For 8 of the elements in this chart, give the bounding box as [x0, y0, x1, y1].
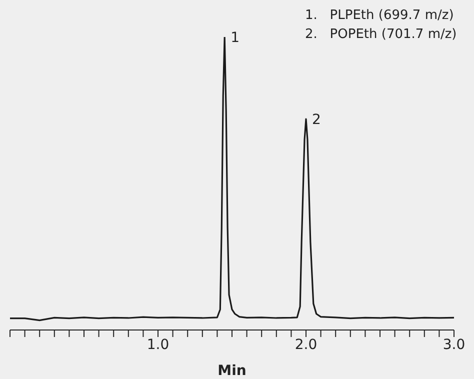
annotation: 1 [230, 30, 240, 46]
annotation: 2 [312, 112, 321, 128]
text: 1. PLPEth (699.7 m/z) [305, 7, 455, 25]
x-tick-label: 2.0 [294, 336, 318, 353]
x-tick-label: 3.0 [442, 336, 466, 353]
annotation: 2. POPEth (701.7 m/z) [305, 26, 457, 44]
x-axis-title: Min [218, 363, 246, 379]
x-tick-label: 1.0 [146, 336, 170, 353]
